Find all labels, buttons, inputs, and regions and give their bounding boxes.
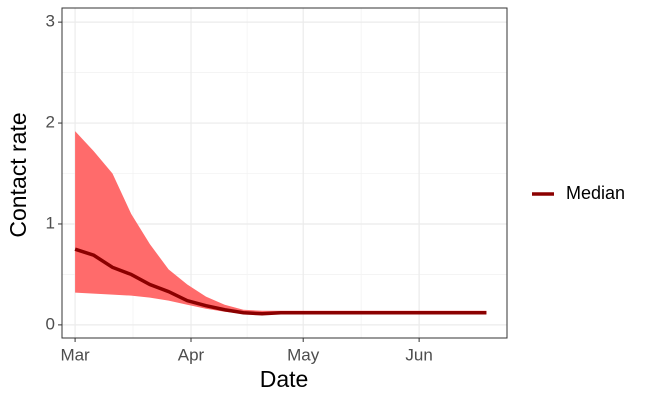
y-axis-title: Contact rate (5, 112, 31, 237)
x-axis-title: Date (260, 366, 309, 392)
y-tick-label: 1 (46, 213, 55, 232)
legend-label: Median (566, 183, 625, 203)
y-tick-label: 0 (46, 314, 55, 333)
y-tick-label: 3 (46, 12, 55, 31)
y-tick-label: 2 (46, 113, 55, 132)
x-tick-label: Jun (405, 345, 432, 364)
panel-border (61, 7, 508, 339)
x-tick-label: Mar (60, 345, 90, 364)
x-tick-label: Apr (178, 345, 205, 364)
x-tick-label: May (287, 345, 320, 364)
median-line (74, 247, 487, 316)
